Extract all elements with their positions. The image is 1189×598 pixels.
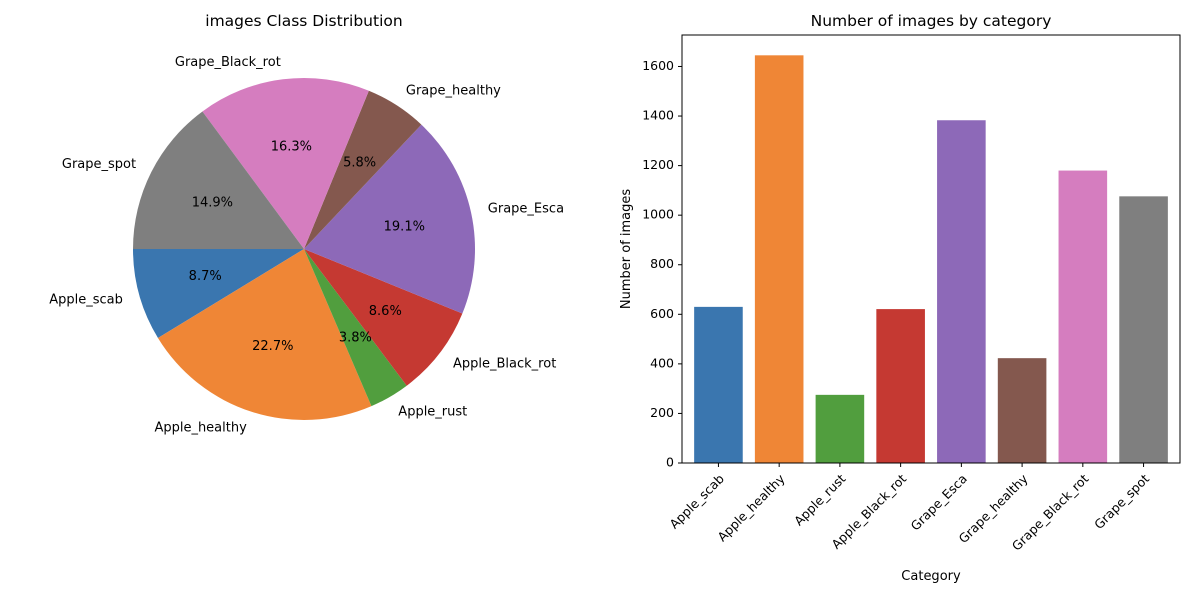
x-tick-label-apple-scab: Apple_scab <box>666 471 727 532</box>
y-tick-label: 1200 <box>642 157 674 172</box>
pie-label-grape-healthy: Grape_healthy <box>406 83 501 98</box>
bar-chart: Number of images by category 0 200 400 600 8… <box>619 12 1181 584</box>
pie-slice-grape-esca <box>304 124 475 314</box>
bar-apple-black-rot <box>876 309 925 463</box>
pie-percent-grape-spot: 14.9% <box>192 195 233 210</box>
bar-apple-rust <box>815 394 865 463</box>
pie-label-apple-scab: Apple_scab <box>49 292 123 307</box>
pie-slice-grape-healthy <box>304 90 422 250</box>
pie-label-grape-spot: Grape_spot <box>62 157 136 172</box>
x-tick-label-grape-spot: Grape_spot <box>1091 471 1152 532</box>
pie-label-grape-esca: Grape_Esca <box>488 202 564 217</box>
pie-label-apple-healthy: Apple_healthy <box>154 421 247 436</box>
pie-chart: images Class Distribution Apple_scabAppl… <box>49 12 564 436</box>
y-axis-label: Number of images <box>619 189 634 310</box>
pie-percent-grape-healthy: 5.8% <box>343 155 376 170</box>
pie-slice-grape-spot <box>133 111 304 249</box>
y-tick-label: 1600 <box>642 58 674 73</box>
pie-percent-apple-rust: 3.8% <box>339 330 372 345</box>
pie-label-grape-black-rot: Grape_Black_rot <box>175 55 281 70</box>
axes-frame <box>681 34 1181 464</box>
y-tick-label: 400 <box>650 355 674 370</box>
bar-grape-healthy <box>997 358 1047 463</box>
pie-slice-apple-black-rot <box>304 249 463 386</box>
pie-label-apple-black-rot: Apple_Black_rot <box>453 356 556 371</box>
bar-apple-scab <box>694 306 743 463</box>
pie-title: images Class Distribution <box>205 12 402 30</box>
pie-slices <box>133 77 475 421</box>
pie-percent-grape-black-rot: 16.3% <box>271 140 312 155</box>
pie-label-apple-rust: Apple_rust <box>398 404 467 419</box>
pie-labels: Apple_scab Apple_healthy Apple_rust Apple_B… <box>49 55 564 436</box>
pie-slice-grape-black-rot <box>202 77 369 249</box>
bar-title: Number of images by category <box>811 12 1052 30</box>
bars <box>694 55 1168 463</box>
bar-grape-black-rot <box>1058 170 1108 463</box>
y-tick-label: 1400 <box>642 108 674 123</box>
pie-percent-labels: 8.7% 22.7% 3.8% 8.6% 19.1% 5.8% 16.3% 14.9% <box>189 140 425 355</box>
pie-percent-grape-esca: 19.1% <box>384 220 425 235</box>
pie-percent-apple-black-rot: 8.6% <box>369 304 402 319</box>
y-tick-label: 0 <box>666 455 674 470</box>
y-tick-label: 200 <box>650 405 674 420</box>
x-tick-label-grape-esca: Grape_Esca <box>908 471 970 533</box>
x-tick-label-apple-rust: Apple_rust <box>791 471 849 529</box>
pie-slice-apple-healthy <box>157 249 372 421</box>
y-axis-ticks: 0 200 400 600 800 1000 1200 1400 1600 <box>642 58 682 470</box>
bar-grape-esca <box>937 120 986 463</box>
pie-slice-apple-scab <box>133 249 304 338</box>
y-tick-label: 1000 <box>642 207 674 222</box>
y-tick-label: 600 <box>650 306 674 321</box>
pie-slice-apple-rust <box>304 249 407 407</box>
x-axis-label: Category <box>901 569 961 584</box>
pie-percent-apple-healthy: 22.7% <box>252 339 293 354</box>
bar-apple-healthy <box>754 55 804 463</box>
pie-percent-apple-scab: 8.7% <box>189 269 222 284</box>
bar-grape-spot <box>1119 196 1168 463</box>
y-tick-label: 800 <box>650 256 674 271</box>
